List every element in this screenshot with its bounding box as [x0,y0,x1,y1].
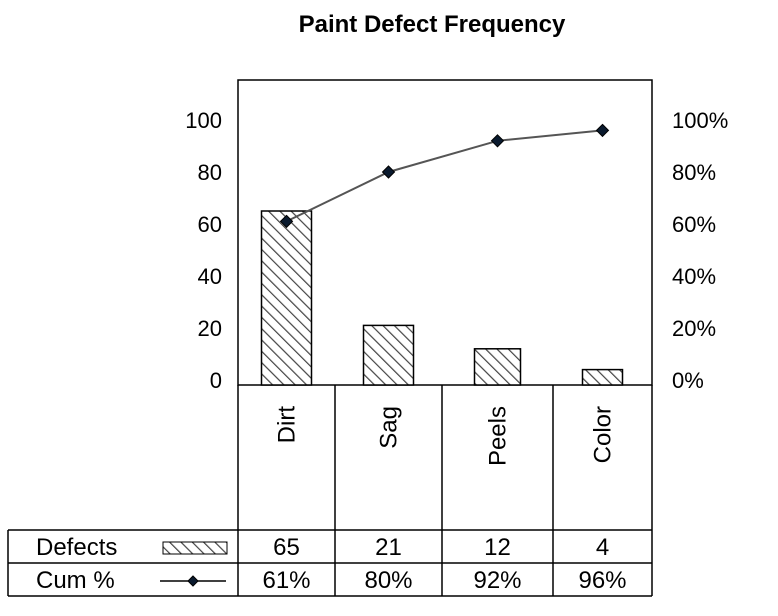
category-label-sag: Sag [376,406,403,449]
table-cell: 92% [473,567,521,594]
legend-key-defects [162,541,228,555]
y-right-tick-label: 40% [672,264,716,289]
category-label-peels: Peels [485,406,512,466]
y-left-tick-label: 100 [185,108,222,133]
table-row-label: Defects [36,534,117,561]
y-left-tick-label: 0 [210,368,222,393]
y-left-tick-label: 80 [198,160,222,185]
cumulative-line [286,129,603,223]
table-cell: 21 [375,534,402,561]
y-left-tick-label: 20 [198,316,222,341]
table-row-label: Cum % [36,567,115,594]
category-label-color: Color [590,406,617,463]
bar-dirt [260,210,313,386]
y-left-tick-label: 60 [198,212,222,237]
y-right-tick-label: 100% [672,108,728,133]
y-left-tick-label: 40 [198,264,222,289]
table-cell: 12 [484,534,511,561]
chart-title: Paint Defect Frequency [299,11,566,38]
table-cell: 80% [364,567,412,594]
y-right-tick-label: 60% [672,212,716,237]
y-right-tick-label: 80% [672,160,716,185]
cumulative-marker-peels [490,134,505,148]
bar-sag [362,324,415,386]
y-right-tick-label: 20% [672,316,716,341]
table-cell: 4 [596,534,609,561]
category-label-dirt: Dirt [274,406,301,444]
cumulative-marker-sag [381,165,396,179]
cumulative-marker-dirt [279,214,294,229]
y-right-tick-label: 0% [672,368,704,393]
legend-key-cum-marker [187,575,199,587]
bar-color [581,368,624,386]
cumulative-marker-color [595,123,610,138]
bar-peels [473,348,522,386]
table-cell: 65 [273,534,300,561]
plot-area [237,79,653,386]
table-cell: 96% [578,567,626,594]
table-cell: 61% [262,567,310,594]
